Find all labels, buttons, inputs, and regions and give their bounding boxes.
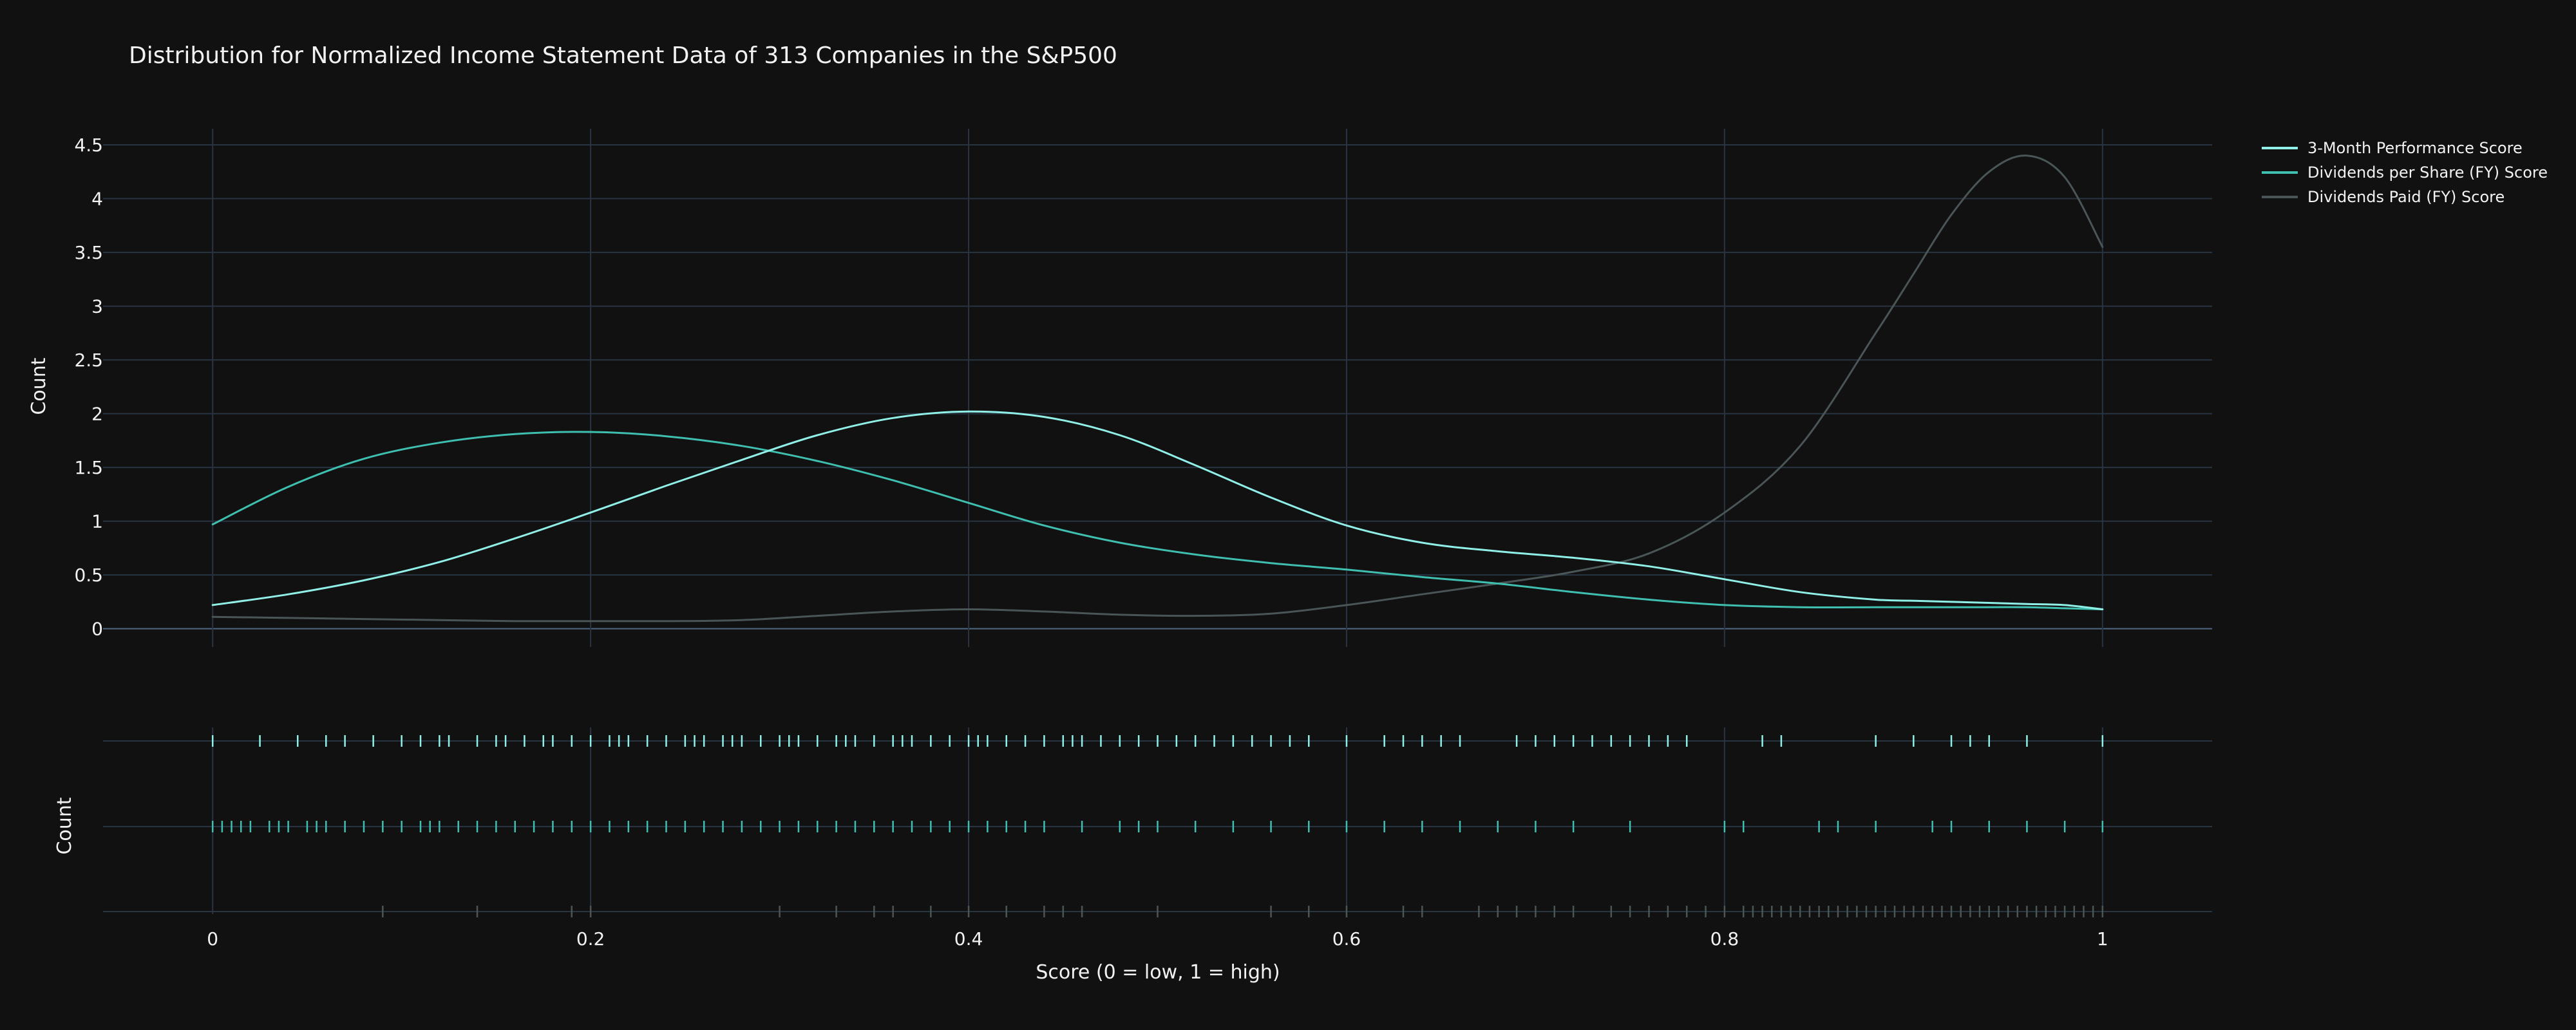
y-tick-label: 2 [91, 404, 103, 425]
series-line-dividends-per-share-fy-score[interactable] [211, 431, 2104, 610]
legend: 3-Month Performance Score Dividends per S… [2262, 139, 2548, 206]
series-line-3-month-performance-score[interactable] [211, 410, 2104, 610]
x-tick-label: 1 [2097, 928, 2108, 950]
y-tick-label: 3 [91, 296, 103, 317]
y-tick-label: 2.5 [74, 350, 103, 371]
legend-label: 3-Month Performance Score [2307, 139, 2523, 157]
rug-marks[interactable] [211, 735, 2104, 917]
x-tick-label: 0.4 [954, 928, 983, 950]
x-tick-label: 0 [207, 928, 218, 950]
legend-item[interactable]: Dividends per Share (FY) Score [2262, 164, 2548, 182]
legend-item[interactable]: 3-Month Performance Score [2262, 139, 2523, 157]
y-tick-label: 0.5 [74, 565, 103, 586]
y-tick-label: 4 [91, 189, 103, 210]
y-tick-label: 0 [91, 619, 103, 640]
kde-series-lines[interactable] [211, 154, 2104, 623]
legend-label: Dividends per Share (FY) Score [2307, 164, 2548, 182]
x-tick-label: 0.2 [576, 928, 605, 950]
kde-gridlines [103, 129, 2212, 647]
x-tick-labels: 0 0.2 0.4 0.6 0.8 1 [207, 928, 2108, 950]
y-tick-labels: 0 0.5 1 1.5 2 2.5 3 3.5 4 4.5 [74, 135, 103, 640]
x-tick-label: 0.6 [1332, 928, 1361, 950]
rug-y-axis-title: Count [53, 797, 76, 854]
y-tick-label: 3.5 [74, 242, 103, 263]
x-axis-title: Score (0 = low, 1 = high) [1036, 961, 1280, 984]
legend-item[interactable]: Dividends Paid (FY) Score [2262, 188, 2505, 206]
chart-title: Distribution for Normalized Income State… [129, 42, 1117, 69]
y-axis-title: Count [28, 357, 50, 415]
y-tick-label: 4.5 [74, 135, 103, 156]
y-tick-label: 1.5 [74, 457, 103, 478]
x-tick-label: 0.8 [1710, 928, 1739, 950]
y-tick-label: 1 [91, 511, 103, 532]
legend-label: Dividends Paid (FY) Score [2307, 188, 2505, 206]
series-line-dividends-paid-fy-score[interactable] [211, 154, 2104, 623]
